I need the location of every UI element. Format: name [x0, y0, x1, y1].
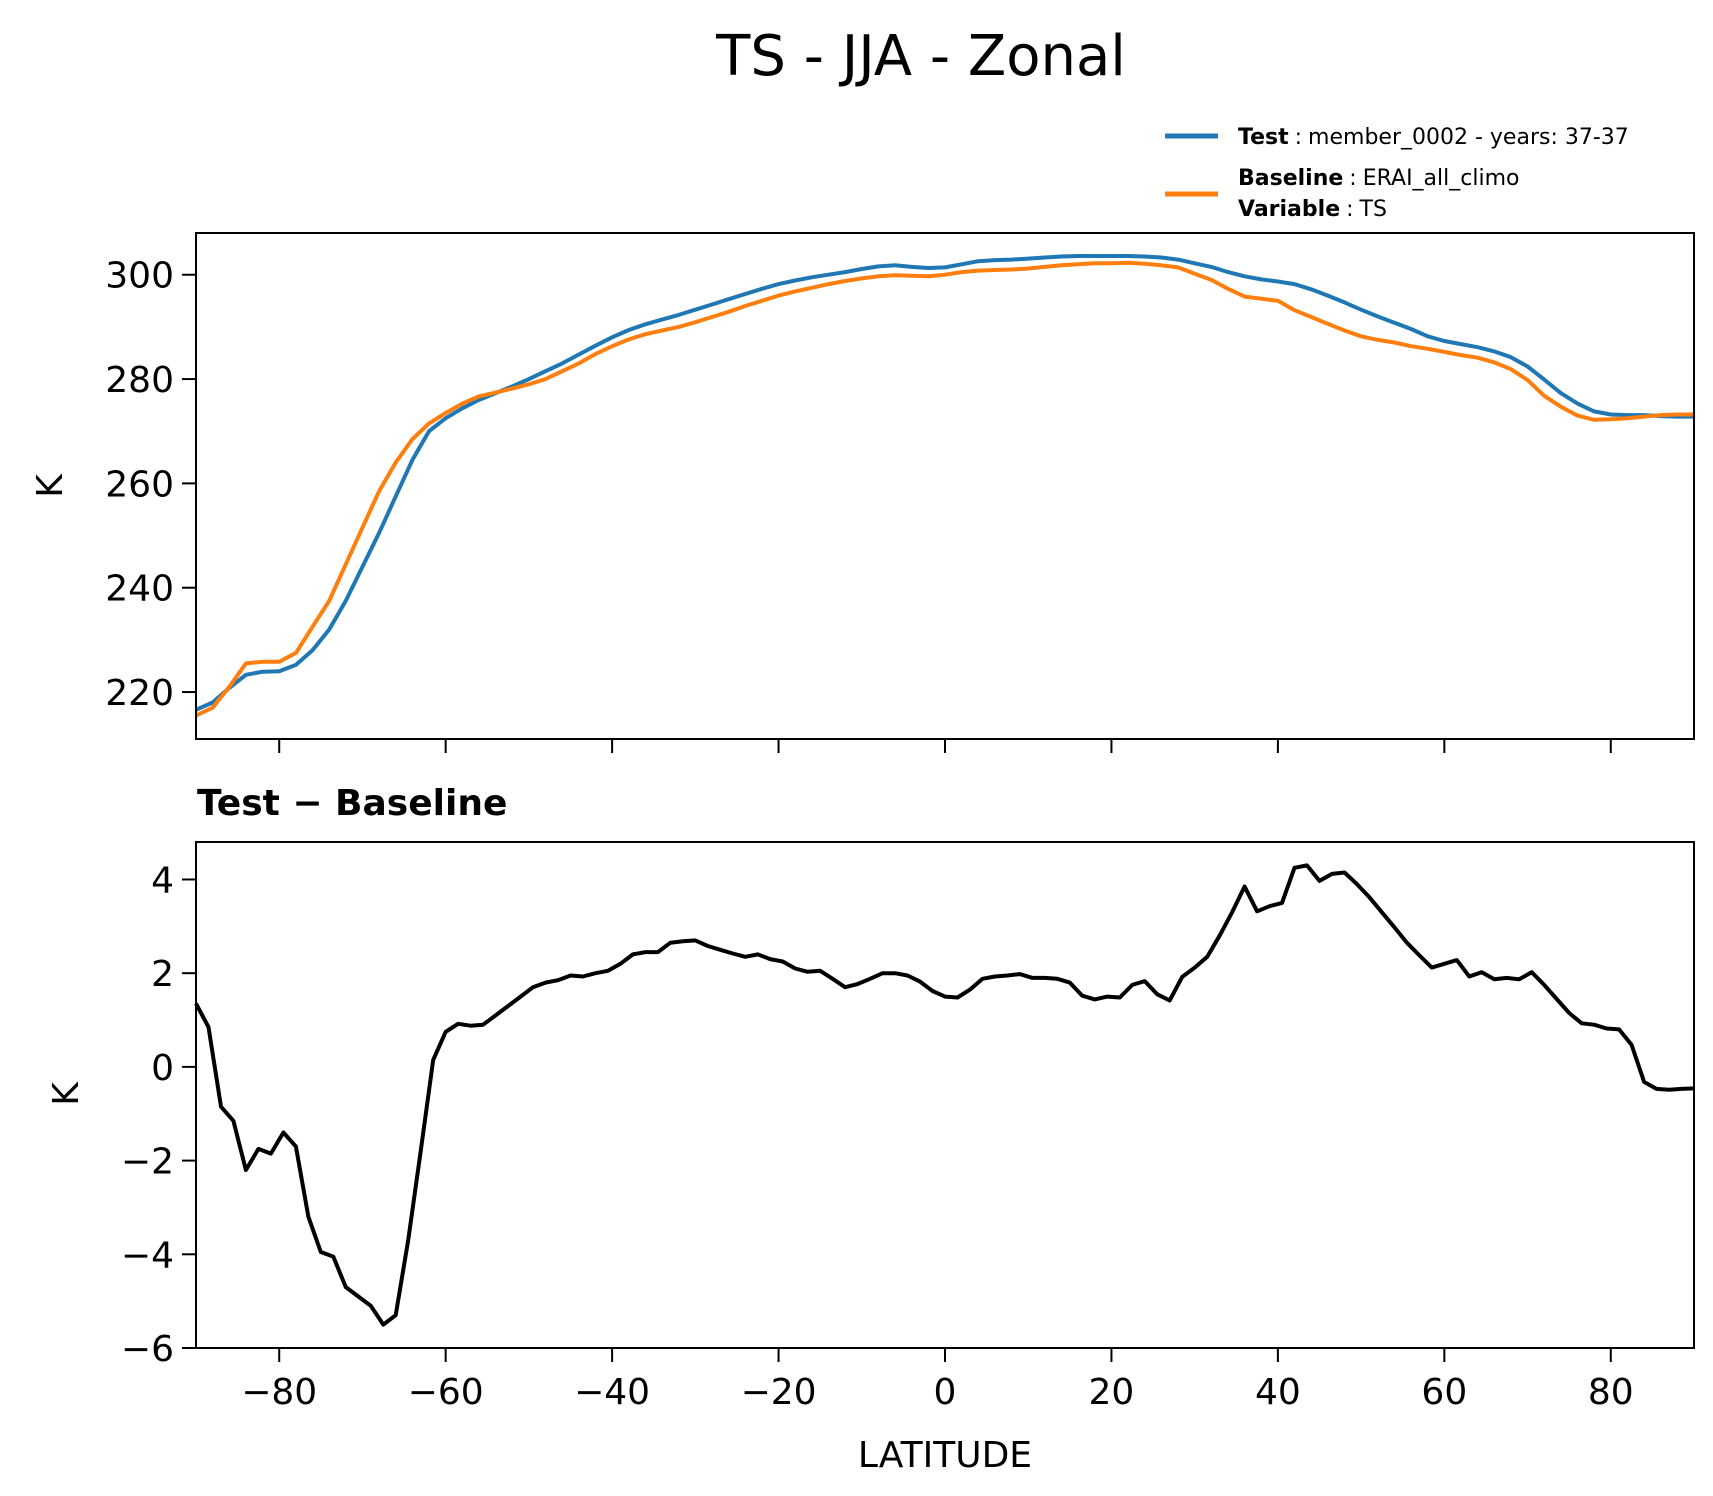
top-ytick-label: 220: [105, 673, 174, 714]
legend-test-entry: Test: member_0002 - years: 37-37: [1238, 125, 1629, 150]
bottom-xtick-label: −80: [241, 1372, 317, 1413]
bottom-xtick-label: 40: [1255, 1372, 1301, 1413]
legend: Test: member_0002 - years: 37-37 Baseline…: [1165, 125, 1629, 222]
bottom-ytick-label: 0: [151, 1048, 174, 1089]
bottom-panel-frame: [195, 841, 1695, 1349]
bottom-xtick-label: −40: [574, 1372, 650, 1413]
bottom-xtick-label: 0: [934, 1372, 957, 1413]
top-ytick-label: 260: [105, 464, 174, 505]
top-ytick-label: 240: [105, 569, 174, 610]
series-line-test: [195, 254, 1694, 712]
legend-test-sep: :: [1295, 125, 1302, 150]
legend-variable-key: Variable: [1238, 197, 1340, 222]
legend-test-value: member_0002 - years: 37-37: [1308, 125, 1629, 150]
bottom-xtick-label: 20: [1089, 1372, 1135, 1413]
top-panel-frame: [195, 232, 1695, 740]
figure-title: TS - JJA - Zonal: [715, 24, 1126, 89]
legend-baseline-sep: :: [1349, 166, 1356, 191]
legend-test-key: Test: [1238, 125, 1289, 150]
top-panel: 220 240 260 280 300 K: [30, 232, 1695, 753]
legend-baseline-entry: Baseline: ERAI_all_climo: [1238, 166, 1519, 191]
bottom-panel: Test − Baseline −80 −60 −40 −20 0 20 40 60 80 −6…: [46, 783, 1695, 1476]
bottom-ytick-label: 2: [151, 954, 174, 995]
difference-line: [194, 863, 1695, 1327]
legend-baseline-value: ERAI_all_climo: [1363, 166, 1520, 191]
top-ytick-label: 300: [105, 256, 174, 297]
bottom-xtick-label: −60: [408, 1372, 484, 1413]
legend-baseline-key: Baseline: [1238, 166, 1343, 191]
bottom-panel-title: Test − Baseline: [197, 783, 507, 824]
x-axis-label: LATITUDE: [858, 1435, 1032, 1476]
bottom-ytick-label: −4: [121, 1235, 174, 1276]
bottom-xtick-label: 80: [1588, 1372, 1634, 1413]
bottom-ytick-label: 4: [151, 860, 174, 901]
bottom-xtick-label: −20: [741, 1372, 817, 1413]
series-line-baseline: [195, 260, 1694, 718]
bottom-ylabel: K: [46, 1081, 87, 1106]
top-ylabel: K: [30, 473, 71, 498]
bottom-ytick-label: −6: [121, 1329, 174, 1370]
legend-variable-sep: :: [1346, 197, 1353, 222]
bottom-xtick-label: 60: [1421, 1372, 1467, 1413]
top-ytick-label: 280: [105, 360, 174, 401]
legend-variable-entry: Variable: TS: [1238, 197, 1387, 222]
bottom-ytick-label: −2: [121, 1142, 174, 1183]
legend-variable-value: TS: [1359, 197, 1387, 222]
